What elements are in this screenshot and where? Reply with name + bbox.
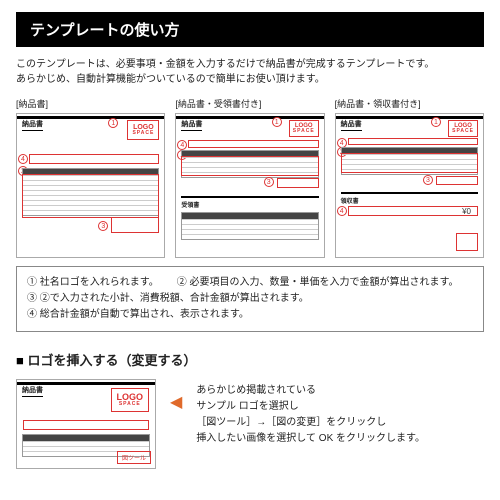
sub-form-title: 領収書 — [341, 192, 478, 205]
insert-line-1: あらかじめ掲載されている — [196, 383, 484, 399]
preview-col-3: [納品書・領収書付き] 納品書 LOGOSPACE 1 4 2 3 領収書 4 … — [335, 97, 484, 258]
callout-badge: 1 — [272, 117, 282, 127]
sub-form-title: 受領書 — [181, 196, 318, 209]
note-4: ④ 総合計金額が自動で算出され、表示されます。 — [27, 307, 473, 323]
preview-col-2: [納品書・受領書付き] 納品書 LOGOSPACE 1 4 2 3 受領書 — [175, 97, 324, 258]
form-title: 納品書 — [181, 119, 202, 131]
preview-col-1: [納品書] 納品書 LOGOSPACE 1 4 2 3 — [16, 97, 165, 258]
logo-placeholder: LOGOSPACE — [111, 388, 150, 412]
insert-line-2: サンプル ロゴを選択し — [196, 399, 484, 415]
intro-line-1: このテンプレートは、必要事項・金額を入力するだけで納品書が完成するテンプレートで… — [16, 57, 484, 72]
callout-badge: 1 — [431, 117, 441, 127]
preview-label-3: [納品書・領収書付き] — [335, 97, 484, 110]
insert-line-4: 挿入したい画像を選択して OK をクリックします。 — [196, 431, 484, 447]
callout-badge: 1 — [108, 118, 118, 128]
note-1: ① 社名ロゴを入れられます。 — [27, 275, 159, 291]
template-previews: [納品書] 納品書 LOGOSPACE 1 4 2 3 [納品書・受領書付き] — [16, 97, 484, 258]
tool-badge: 図ツール — [117, 451, 151, 464]
intro-line-2: あらかじめ、自動計算機能がついているので簡単にお使い頂けます。 — [16, 72, 484, 87]
form-title: 納品書 — [22, 385, 43, 397]
page-title: テンプレートの使い方 — [16, 12, 484, 47]
section-heading-insert-logo: ロゴを挿入する（変更する） — [16, 350, 484, 369]
logo-placeholder: LOGOSPACE — [289, 120, 319, 137]
callout-badge: 4 — [18, 154, 28, 164]
preview-thumb-1: 納品書 LOGOSPACE 1 4 2 3 — [16, 113, 165, 258]
form-title: 納品書 — [341, 119, 362, 131]
insert-instructions: あらかじめ掲載されている サンプル ロゴを選択し ［図ツール］→［図の変更］をク… — [196, 379, 484, 447]
preview-label-2: [納品書・受領書付き] — [175, 97, 324, 110]
note-2: ② 必要項目の入力、数量・単価を入力で金額が算出されます。 — [177, 275, 459, 291]
preview-thumb-3: 納品書 LOGOSPACE 1 4 2 3 領収書 4 ¥0 — [335, 113, 484, 258]
notes-box: ① 社名ロゴを入れられます。 ② 必要項目の入力、数量・単価を入力で金額が算出さ… — [16, 266, 484, 332]
logo-placeholder: LOGOSPACE — [448, 120, 478, 137]
insert-logo-row: 納品書 LOGOSPACE 図ツール ◀ あらかじめ掲載されている サンプル ロ… — [16, 379, 484, 469]
intro-text: このテンプレートは、必要事項・金額を入力するだけで納品書が完成するテンプレートで… — [16, 57, 484, 87]
form-title: 納品書 — [22, 119, 43, 131]
callout-badge: 4 — [177, 140, 187, 150]
insert-preview: 納品書 LOGOSPACE 図ツール — [16, 379, 156, 469]
callout-badge: 3 — [98, 221, 108, 231]
arrow-icon: ◀ — [170, 395, 182, 411]
logo-placeholder: LOGOSPACE — [127, 120, 159, 140]
yen-amount: ¥0 — [462, 207, 471, 216]
insert-line-3: ［図ツール］→［図の変更］をクリックし — [196, 415, 484, 431]
preview-label-1: [納品書] — [16, 97, 165, 110]
callout-badge: 3 — [423, 175, 433, 185]
preview-thumb-2: 納品書 LOGOSPACE 1 4 2 3 受領書 — [175, 113, 324, 258]
note-3: ③ ②で入力された小計、消費税額、合計金額が算出されます。 — [27, 291, 473, 307]
callout-badge: 4 — [337, 206, 347, 216]
callout-badge: 3 — [264, 177, 274, 187]
